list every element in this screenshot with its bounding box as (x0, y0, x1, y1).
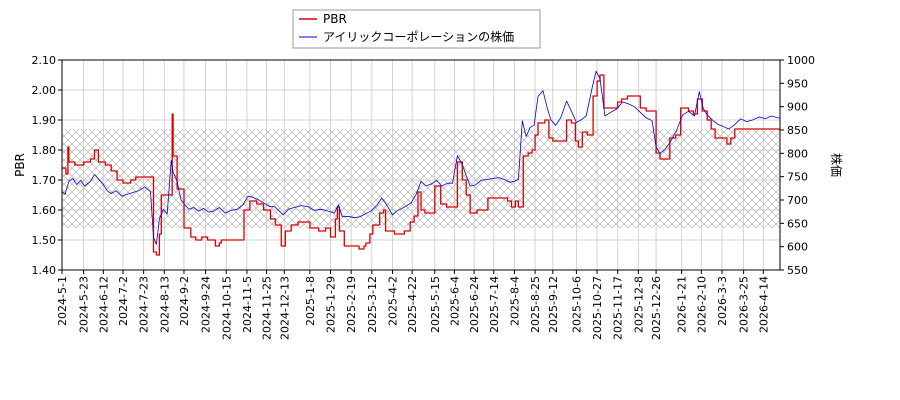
x-tick-label: 2025-12-8 (632, 276, 645, 333)
y-right-tick-label: 750 (787, 171, 808, 184)
x-tick-label: 2024-9-24 (200, 276, 213, 333)
x-tick-label: 2025-9-12 (547, 276, 560, 333)
y-left-label: PBR (13, 153, 27, 177)
x-tick-label: 2024-11-25 (261, 276, 274, 340)
y-right-tick-label: 800 (787, 147, 808, 160)
x-tick-label: 2025-10-27 (591, 276, 604, 340)
x-tick-label: 2024-5-23 (78, 276, 91, 333)
y-right-tick-label: 550 (787, 264, 808, 277)
y-right-tick-label: 900 (787, 101, 808, 114)
y-left-tick-label: 1.80 (32, 144, 57, 157)
y-left-tick-label: 1.50 (32, 234, 57, 247)
x-axis: 2024-5-1 2024-5-23 2024-6-12 2024-7-2 2024-7… (56, 270, 770, 340)
x-tick-label: 2025-1-8 (304, 276, 317, 326)
x-tick-label: 2026-3-3 (716, 276, 729, 326)
x-tick-label: 2024-10-15 (220, 276, 233, 340)
x-tick-label: 2025-6-24 (468, 276, 481, 333)
x-tick-label: 2025-12-26 (650, 276, 663, 340)
x-tick-label: 2025-6-4 (448, 276, 461, 326)
y-left-axis: 1.40 1.50 1.60 1.70 1.80 1.90 2.00 2.10 (32, 54, 62, 277)
legend-label-price: アイリックコーポレーションの株価 (323, 29, 514, 44)
x-tick-label: 2025-4-22 (406, 276, 419, 333)
x-tick-label: 2026-4-14 (757, 276, 770, 333)
legend-box (292, 9, 541, 49)
x-tick-label: 2025-2-19 (345, 276, 358, 333)
x-tick-label: 2024-12-13 (278, 276, 291, 340)
y-right-tick-label: 1000 (787, 54, 815, 67)
y-right-tick-label: 650 (787, 217, 808, 230)
x-tick-label: 2024-7-2 (117, 276, 130, 326)
y-right-tick-label: 700 (787, 194, 808, 207)
hatched-band-area (62, 129, 780, 228)
y-left-tick-label: 1.90 (32, 114, 57, 127)
x-tick-label: 2024-5-1 (56, 276, 69, 326)
y-left-tick-label: 2.10 (32, 54, 57, 67)
y-left-tick-label: 1.70 (32, 174, 57, 187)
x-tick-label: 2025-4-2 (386, 276, 399, 326)
hatched-band (62, 129, 780, 228)
y-left-tick-label: 1.40 (32, 264, 57, 277)
x-tick-label: 2024-8-13 (158, 276, 171, 333)
x-tick-label: 2025-3-12 (366, 276, 379, 333)
x-tick-label: 2025-10-6 (570, 276, 583, 333)
x-tick-label: 2026-3-25 (738, 276, 751, 333)
y-left-tick-label: 1.60 (32, 204, 57, 217)
x-tick-label: 2024-6-12 (97, 276, 110, 333)
y-right-tick-label: 950 (787, 77, 808, 90)
x-tick-label: 2025-8-4 (508, 276, 521, 326)
series-lines (62, 70, 780, 256)
y-right-label: 株価 (829, 153, 844, 177)
x-tick-label: 2024-7-23 (138, 276, 151, 333)
x-tick-label: 2025-1-29 (325, 276, 338, 333)
x-tick-label: 2026-2-10 (695, 276, 708, 333)
legend: PBR アイリックコーポレーションの株価 (292, 9, 541, 49)
series-line-pbr (62, 74, 780, 256)
x-tick-label: 2025-8-25 (529, 276, 542, 333)
x-tick-label: 2026-1-21 (676, 276, 689, 333)
x-tick-label: 2024-11-5 (241, 276, 254, 333)
y-right-tick-label: 600 (787, 241, 808, 254)
series-line-price (62, 70, 780, 245)
y-left-tick-label: 2.00 (32, 84, 57, 97)
x-tick-label: 2025-7-14 (488, 276, 501, 333)
y-right-axis: 550 600 650 700 750 800 850 900 950 1000 (780, 54, 815, 277)
plot-frame (61, 59, 781, 271)
y-right-tick-label: 850 (787, 124, 808, 137)
x-tick-label: 2025-11-17 (612, 276, 625, 340)
legend-label-pbr: PBR (323, 12, 347, 26)
x-tick-label: 2024-9-2 (178, 276, 191, 326)
x-tick-label: 2025-5-15 (429, 276, 442, 333)
